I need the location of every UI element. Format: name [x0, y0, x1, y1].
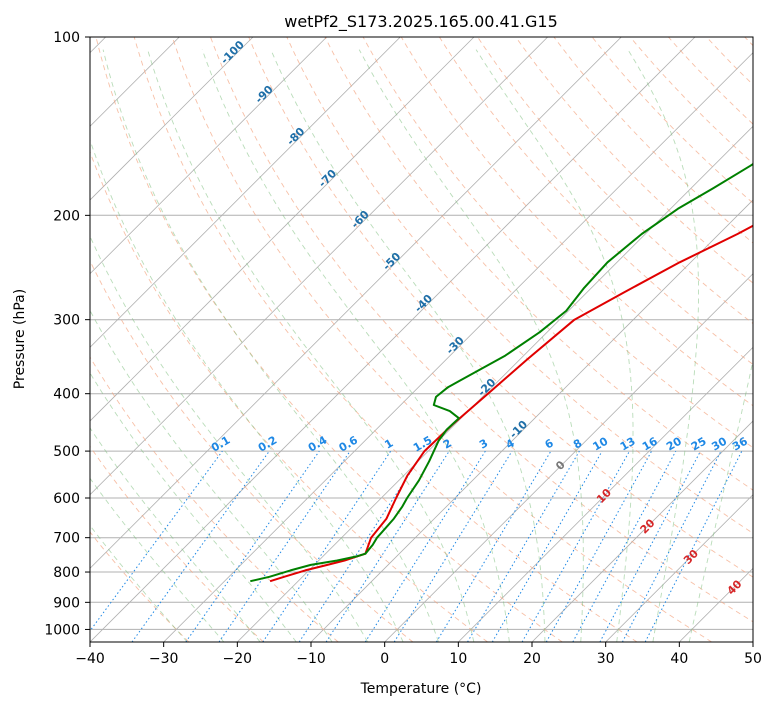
isotherm-line	[90, 37, 622, 569]
dry-adiabat-line	[248, 37, 753, 578]
x-tick-label: −40	[75, 651, 105, 667]
y-tick-label: 800	[53, 565, 80, 581]
x-tick-label: −30	[149, 651, 179, 667]
mixing-ratio-line	[364, 450, 486, 642]
isotherm-line	[237, 125, 753, 642]
mixing-ratio-line	[435, 450, 552, 642]
axes: −40 −30 −20 −10 0 10 20 30 40 50 1000 900 800 700 600 5…	[44, 30, 762, 667]
dry-adiabat-line	[90, 259, 414, 642]
y-tick-label: 700	[53, 531, 80, 547]
x-tick-label: 50	[744, 651, 762, 667]
x-tick-label: 20	[523, 651, 541, 667]
mixing-ratio-line	[491, 450, 603, 642]
y-tick-label: 500	[53, 444, 80, 460]
y-axis-label: Pressure (hPa)	[12, 289, 28, 389]
dewpoint-profile	[250, 162, 753, 583]
moist-adiabat-line	[90, 372, 297, 642]
moist-adiabat-line	[90, 477, 225, 642]
moist-adiabat-line	[90, 138, 404, 642]
mixing-ratio-line	[185, 450, 320, 642]
mixing-ratio-line	[218, 450, 351, 642]
x-axis-label: Temperature (°C)	[360, 681, 482, 697]
x-tick-label: 30	[597, 651, 615, 667]
isotherm-line	[90, 37, 327, 275]
moist-adiabat-line	[90, 524, 188, 642]
y-tick-label: 900	[53, 595, 80, 611]
mixing-ratio-line	[325, 450, 450, 642]
y-tick-label: 100	[53, 30, 80, 46]
dry-adiabat-line	[439, 37, 753, 365]
series-layer	[250, 162, 753, 583]
isotherm-line	[458, 346, 753, 642]
isotherm-line	[163, 52, 753, 642]
mixing-ratio-line	[545, 450, 653, 642]
isotherm-line	[605, 494, 753, 642]
isotherm-line	[90, 37, 401, 348]
isotherm-line	[384, 273, 753, 642]
moist-adiabat-line	[627, 49, 699, 642]
isotherm-line	[90, 37, 475, 422]
x-tick-label: 40	[670, 651, 688, 667]
mixing-ratio-line	[572, 450, 677, 642]
chart-title: wetPf2_S173.2025.165.00.41.G15	[284, 12, 558, 32]
dry-adiabat-line	[90, 531, 190, 642]
moist-adiabat-line	[688, 358, 753, 642]
moist-adiabat-line	[90, 427, 261, 642]
background-lines	[90, 37, 753, 642]
isotherm-line	[531, 420, 753, 642]
y-tick-label: 300	[53, 313, 80, 329]
isotherm-line	[90, 37, 696, 642]
dry-adiabat-line	[133, 37, 638, 642]
moist-adiabat-line	[201, 49, 510, 642]
x-tick-label: −20	[223, 651, 253, 667]
y-tick-label: 400	[53, 387, 80, 403]
mixing-ratio-line	[521, 450, 630, 642]
y-tick-label: 1000	[44, 622, 80, 638]
dry-adiabat-line	[286, 37, 753, 534]
x-tick-label: −10	[296, 651, 326, 667]
moist-adiabat-line	[270, 49, 546, 642]
mixing-ratio-line	[467, 450, 580, 642]
dry-adiabat-line	[324, 37, 753, 491]
dry-adiabat-line	[210, 37, 753, 623]
plot-frame	[89, 36, 754, 643]
dry-adiabat-line	[362, 37, 753, 449]
dry-adiabat-line	[90, 356, 339, 642]
isotherm-line	[90, 37, 548, 496]
x-tick-label: 10	[449, 651, 467, 667]
mixing-ratio-line	[393, 450, 513, 642]
x-tick-label: 0	[380, 651, 389, 667]
y-tick-label: 600	[53, 491, 80, 507]
isotherm-line	[90, 37, 254, 201]
dry-adiabat-line	[400, 37, 753, 407]
y-tick-label: 200	[53, 208, 80, 224]
moist-adiabat-line	[102, 49, 439, 642]
moist-adiabat-line	[475, 49, 634, 642]
moist-adiabat-line	[90, 235, 369, 642]
